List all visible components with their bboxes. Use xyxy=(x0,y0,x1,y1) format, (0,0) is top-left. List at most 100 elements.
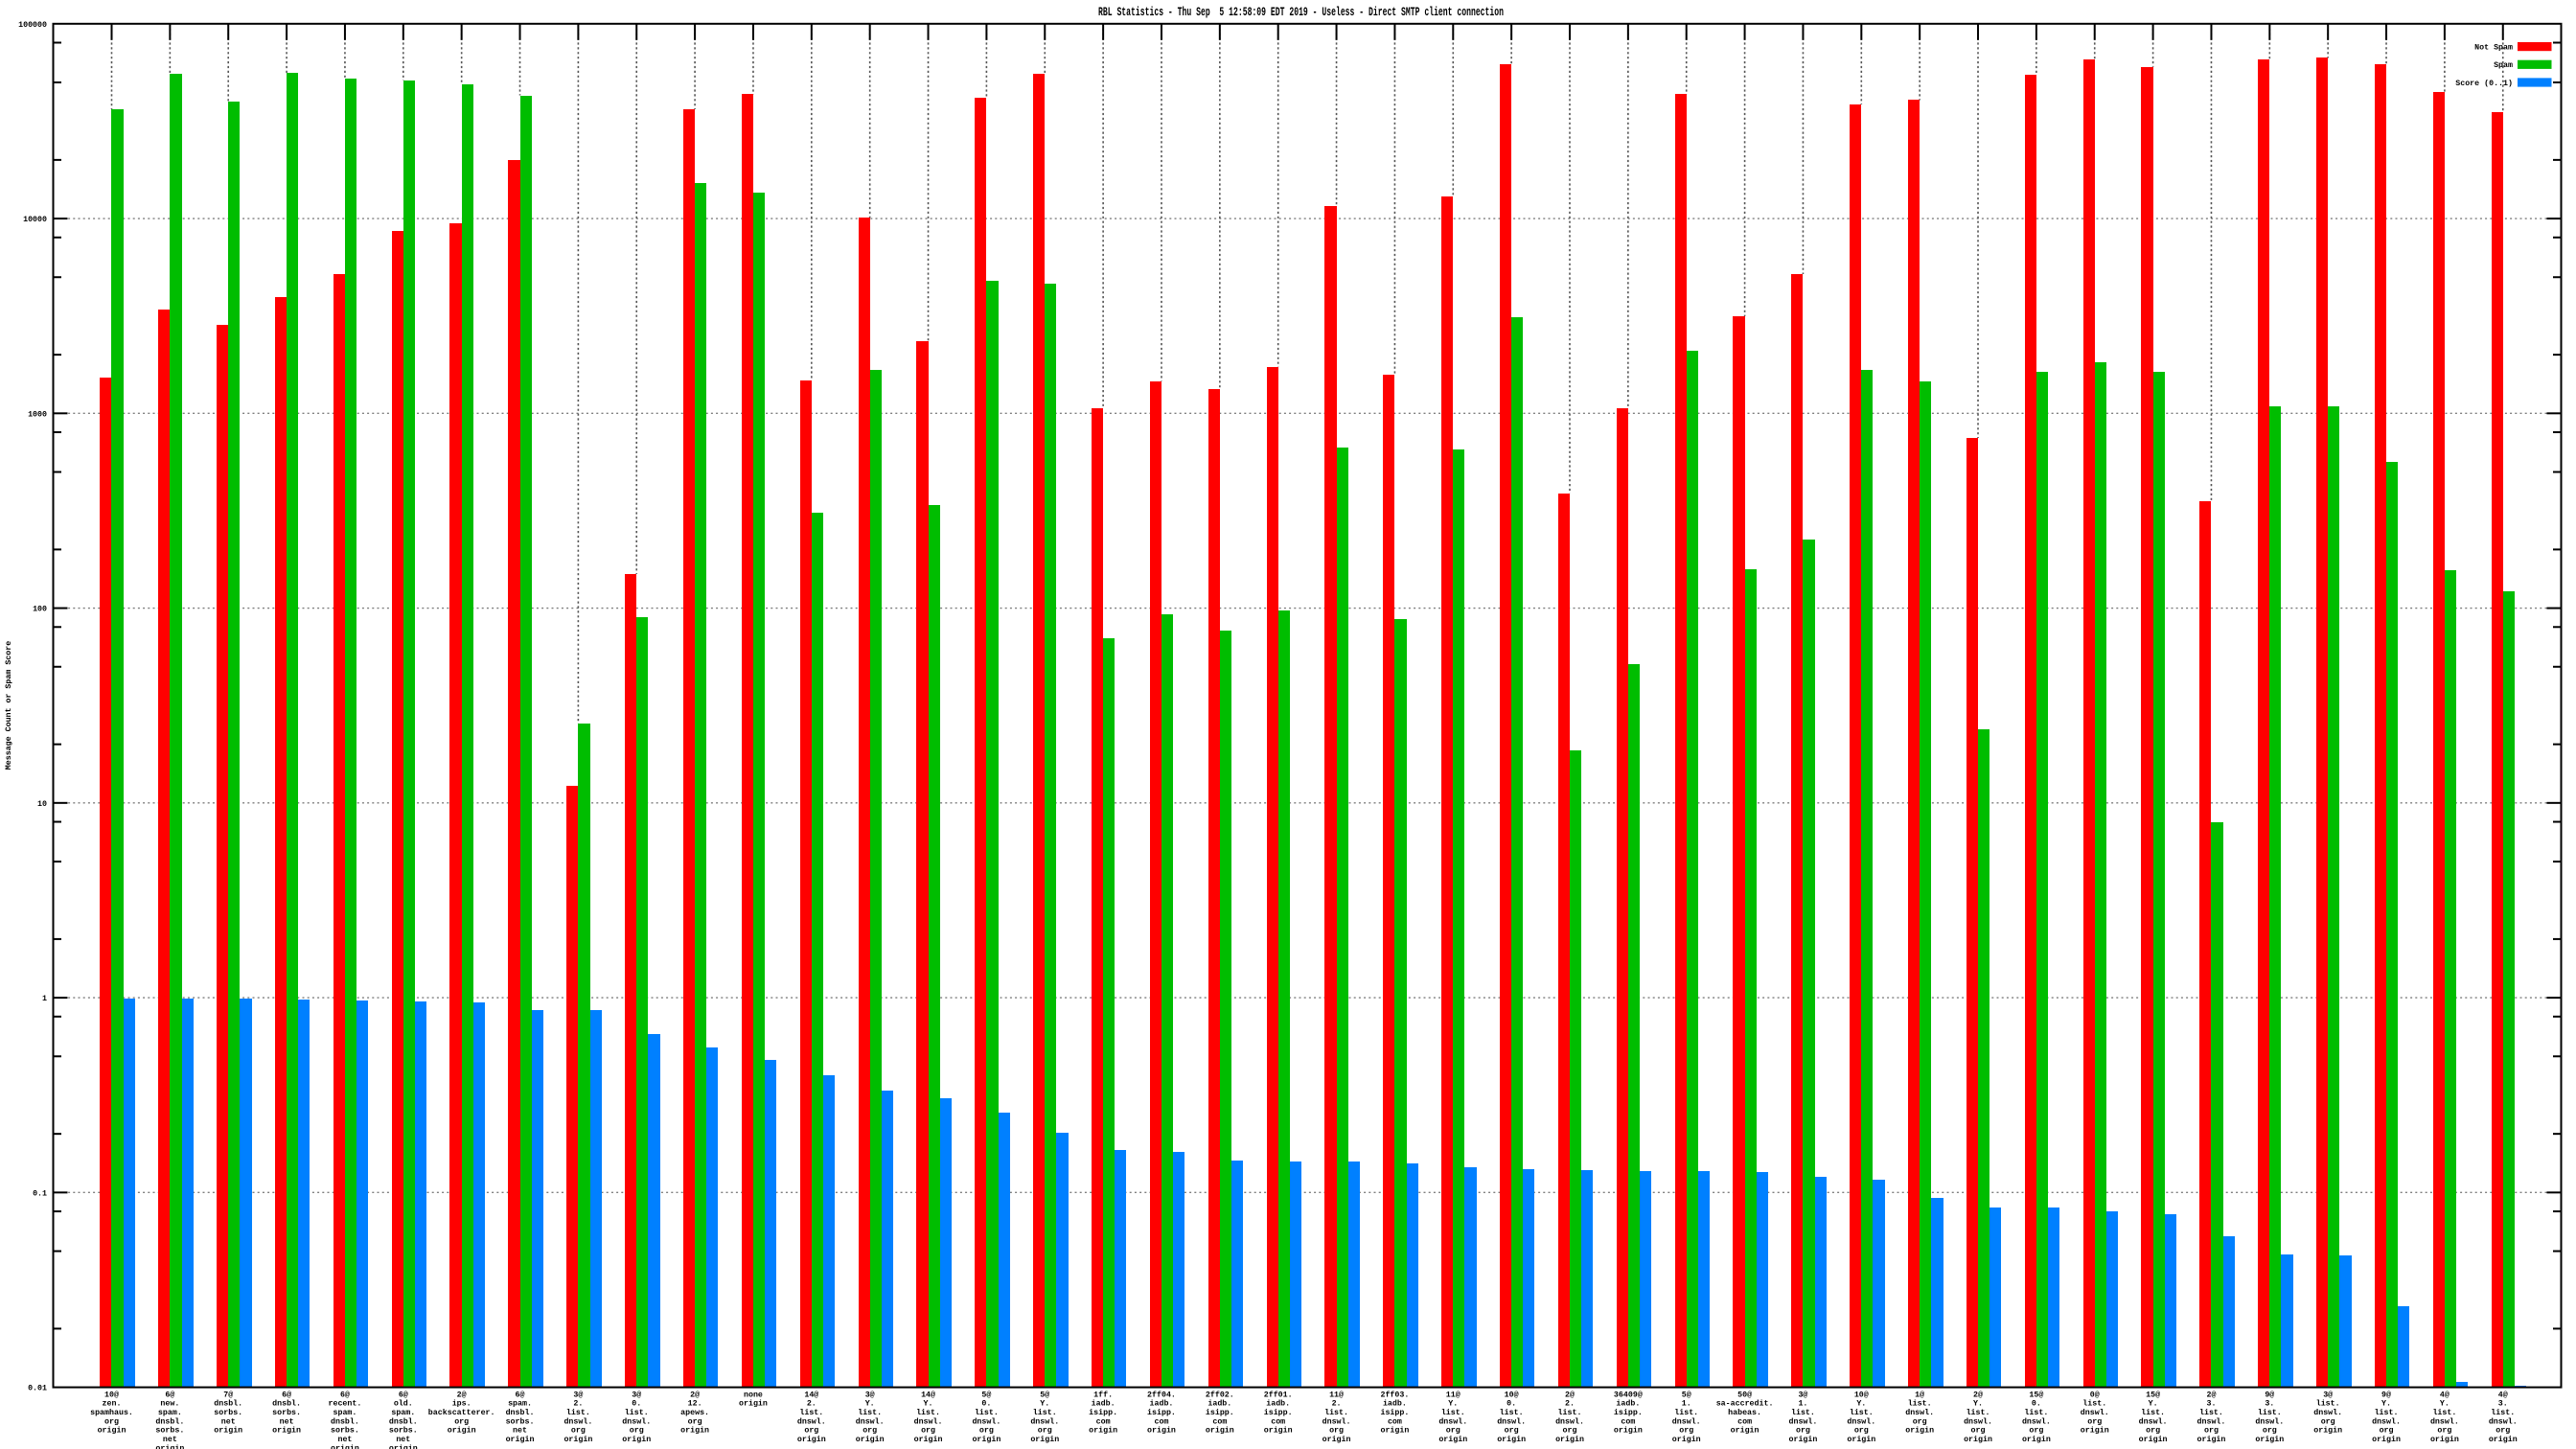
svg-text:new.: new. xyxy=(160,1400,179,1409)
svg-text:backscatterer.: backscatterer. xyxy=(428,1408,495,1417)
svg-text:Y.: Y. xyxy=(1856,1400,1866,1409)
svg-text:net: net xyxy=(513,1427,527,1436)
svg-text:list.: list. xyxy=(2491,1408,2515,1417)
svg-text:5@: 5@ xyxy=(1040,1390,1049,1399)
svg-text:2@: 2@ xyxy=(457,1390,467,1399)
svg-text:org: org xyxy=(1505,1427,1519,1436)
svg-text:1ff.: 1ff. xyxy=(1093,1390,1113,1399)
svg-text:origin: origin xyxy=(1555,1435,1584,1444)
svg-text:origin: origin xyxy=(1380,1426,1409,1436)
svg-text:org: org xyxy=(571,1427,586,1436)
svg-text:list.: list. xyxy=(1558,1408,1582,1417)
svg-text:org: org xyxy=(1971,1427,1986,1436)
svg-text:6@: 6@ xyxy=(340,1390,350,1399)
svg-text:dnswl.: dnswl. xyxy=(2139,1416,2168,1426)
svg-text:2@: 2@ xyxy=(1973,1390,1983,1399)
svg-text:origin: origin xyxy=(1497,1435,1526,1444)
svg-text:RBL Statistics - Thu Sep 5 12: RBL Statistics - Thu Sep 5 12:58:09 EDT … xyxy=(1098,5,1504,19)
svg-text:Y.: Y. xyxy=(1973,1400,1983,1409)
svg-text:3.: 3. xyxy=(2206,1400,2216,1409)
svg-text:origin: origin xyxy=(272,1426,301,1436)
svg-text:org: org xyxy=(1038,1427,1052,1436)
svg-text:dnswl.: dnswl. xyxy=(2255,1416,2284,1426)
svg-text:list.: list. xyxy=(799,1408,823,1417)
svg-text:15@: 15@ xyxy=(2029,1390,2043,1399)
svg-text:list.: list. xyxy=(1324,1408,1348,1417)
svg-text:sorbs.: sorbs. xyxy=(331,1426,359,1436)
svg-text:1: 1 xyxy=(42,995,47,1003)
svg-text:2@: 2@ xyxy=(1565,1390,1575,1399)
svg-text:50@: 50@ xyxy=(1737,1390,1752,1399)
svg-text:2ff01.: 2ff01. xyxy=(1264,1390,1293,1399)
svg-text:dnswl.: dnswl. xyxy=(1964,1416,1992,1426)
svg-text:origin: origin xyxy=(1438,1435,1467,1444)
svg-text:3@: 3@ xyxy=(1798,1390,1807,1399)
svg-text:Y.: Y. xyxy=(865,1400,875,1409)
svg-text:dnsbl.: dnsbl. xyxy=(506,1408,535,1417)
svg-text:org: org xyxy=(979,1427,994,1436)
svg-text:origin: origin xyxy=(2081,1426,2109,1436)
svg-text:6@: 6@ xyxy=(282,1390,291,1399)
svg-text:100000: 100000 xyxy=(18,21,47,30)
svg-text:net: net xyxy=(163,1436,177,1444)
svg-text:org: org xyxy=(1446,1427,1460,1436)
svg-text:org: org xyxy=(1679,1427,1693,1436)
svg-text:1.: 1. xyxy=(1682,1400,1691,1409)
svg-text:origin: origin xyxy=(739,1399,768,1409)
svg-text:isipp.: isipp. xyxy=(1264,1408,1293,1417)
svg-text:origin: origin xyxy=(2022,1435,2051,1444)
svg-text:dnswl.: dnswl. xyxy=(2022,1416,2051,1426)
svg-text:3@: 3@ xyxy=(865,1390,875,1399)
svg-text:isipp.: isipp. xyxy=(1380,1408,1409,1417)
svg-text:iadb.: iadb. xyxy=(1383,1399,1407,1409)
svg-text:dnswl.: dnswl. xyxy=(2197,1416,2226,1426)
svg-text:5@: 5@ xyxy=(1682,1390,1691,1399)
svg-text:spam.: spam. xyxy=(391,1409,415,1417)
svg-text:Y.: Y. xyxy=(2440,1400,2450,1409)
svg-text:14@: 14@ xyxy=(921,1390,935,1399)
svg-text:dnswl.: dnswl. xyxy=(622,1416,651,1426)
svg-text:2ff02.: 2ff02. xyxy=(1206,1390,1234,1399)
svg-text:none: none xyxy=(744,1391,763,1399)
svg-text:net: net xyxy=(280,1417,294,1426)
svg-text:origin: origin xyxy=(1264,1426,1293,1436)
svg-text:1.: 1. xyxy=(1798,1400,1807,1409)
svg-text:dnswl.: dnswl. xyxy=(2081,1408,2109,1417)
svg-text:org: org xyxy=(2496,1427,2510,1436)
svg-text:origin: origin xyxy=(2313,1426,2342,1436)
svg-text:list.: list. xyxy=(916,1408,940,1417)
svg-text:dnswl.: dnswl. xyxy=(1322,1416,1351,1426)
svg-text:4@: 4@ xyxy=(2440,1390,2450,1399)
svg-text:list.: list. xyxy=(1033,1408,1057,1417)
svg-text:list.: list. xyxy=(566,1408,590,1417)
svg-text:sorbs.: sorbs. xyxy=(389,1426,418,1436)
svg-text:iadb.: iadb. xyxy=(1092,1399,1116,1409)
svg-text:Y.: Y. xyxy=(1040,1400,1049,1409)
svg-text:org: org xyxy=(1796,1427,1810,1436)
svg-text:6@: 6@ xyxy=(165,1390,174,1399)
svg-text:org: org xyxy=(1854,1427,1869,1436)
svg-text:dnswl.: dnswl. xyxy=(1789,1416,1818,1426)
svg-text:iadb.: iadb. xyxy=(1266,1399,1290,1409)
svg-text:dnswl.: dnswl. xyxy=(1555,1416,1584,1426)
svg-text:org: org xyxy=(1563,1427,1577,1436)
svg-text:origin: origin xyxy=(448,1426,476,1436)
svg-text:apews.: apews. xyxy=(680,1409,709,1417)
svg-text:org: org xyxy=(1329,1427,1344,1436)
svg-text:org: org xyxy=(921,1427,935,1436)
svg-text:dnsbl.: dnsbl. xyxy=(155,1416,184,1426)
svg-text:origin: origin xyxy=(389,1443,418,1449)
svg-text:origin: origin xyxy=(1964,1435,1992,1444)
svg-text:iadb.: iadb. xyxy=(1616,1399,1640,1409)
svg-text:15@: 15@ xyxy=(2146,1390,2160,1399)
svg-text:14@: 14@ xyxy=(804,1390,818,1399)
svg-text:36409@: 36409@ xyxy=(1614,1390,1643,1399)
svg-text:9@: 9@ xyxy=(2381,1390,2391,1399)
svg-text:dnswl.: dnswl. xyxy=(1497,1416,1526,1426)
svg-text:isipp.: isipp. xyxy=(1206,1408,1234,1417)
svg-text:Y.: Y. xyxy=(1448,1400,1458,1409)
svg-text:list.: list. xyxy=(2258,1408,2282,1417)
svg-text:dnswl.: dnswl. xyxy=(914,1416,943,1426)
svg-text:list.: list. xyxy=(1674,1408,1698,1417)
svg-text:Message Count or Spam Score: Message Count or Spam Score xyxy=(5,641,13,770)
